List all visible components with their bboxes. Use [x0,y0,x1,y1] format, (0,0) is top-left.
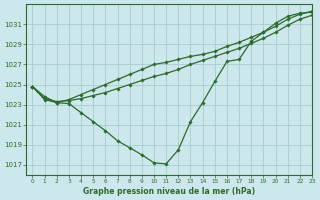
X-axis label: Graphe pression niveau de la mer (hPa): Graphe pression niveau de la mer (hPa) [83,187,255,196]
